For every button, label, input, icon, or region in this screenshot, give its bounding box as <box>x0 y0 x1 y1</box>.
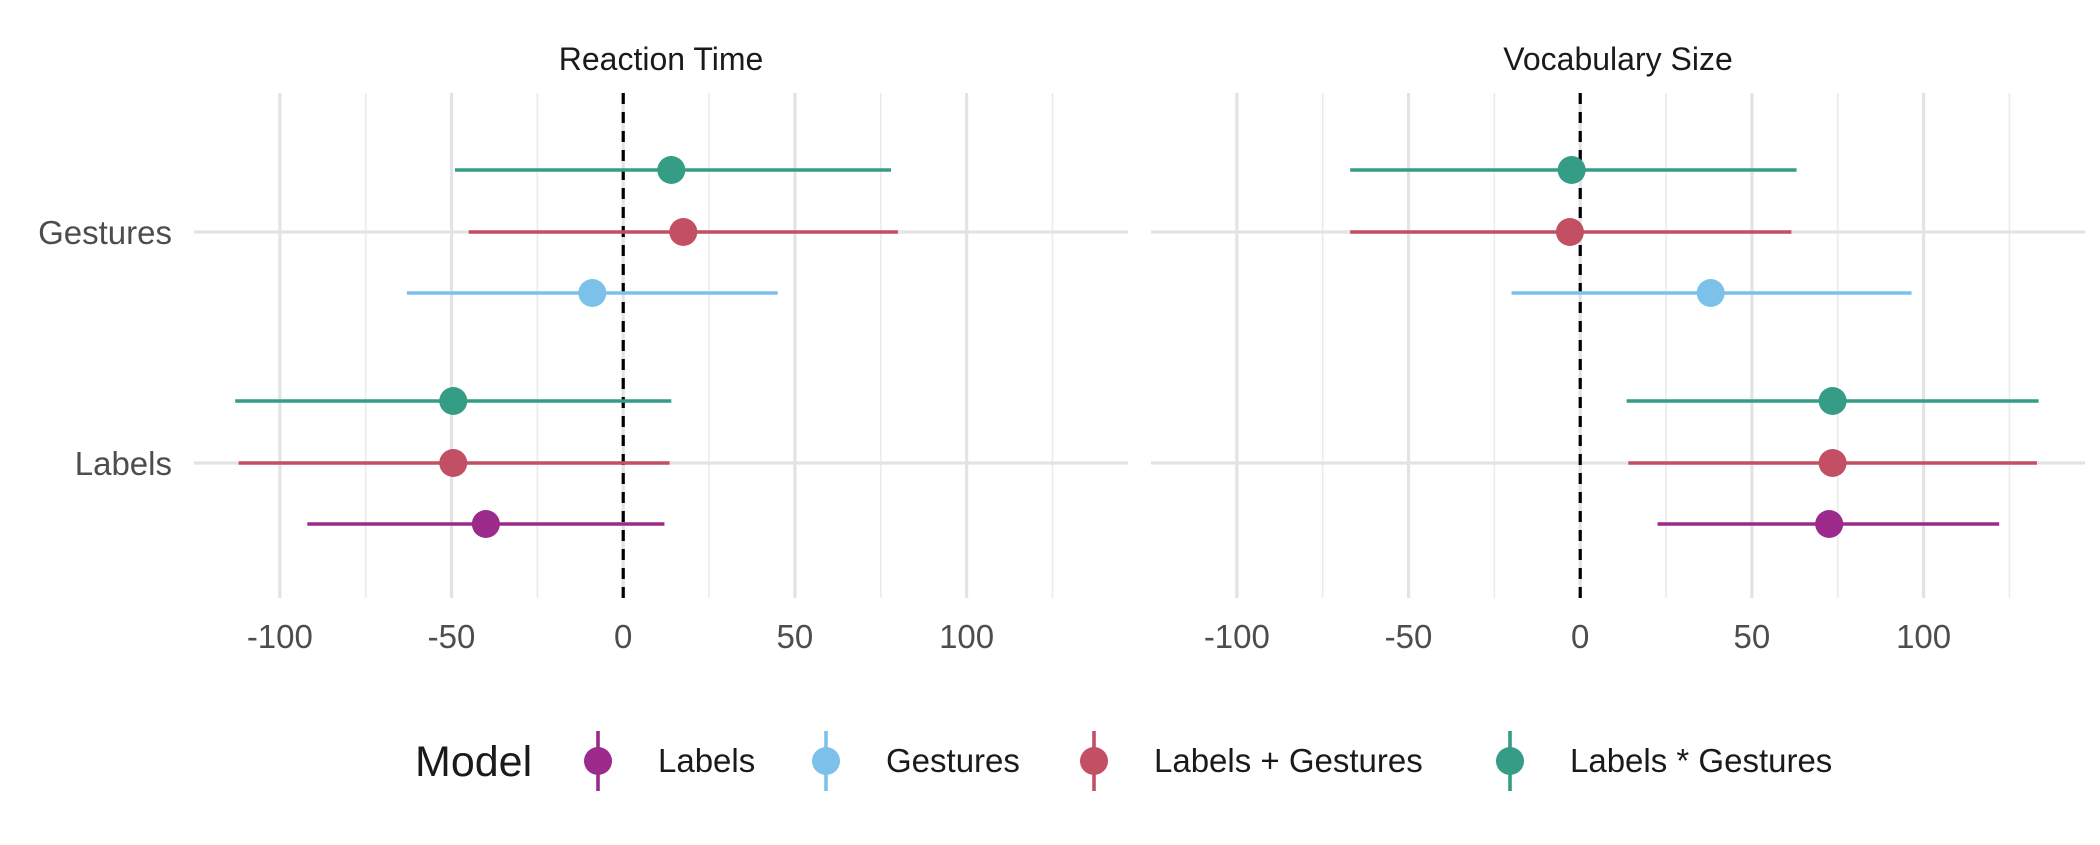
point-estimate <box>439 449 468 477</box>
legend-label: Labels * Gestures <box>1570 742 1832 779</box>
legend-key-point <box>584 747 612 775</box>
point-estimate <box>669 218 698 246</box>
point-estimate <box>1815 510 1844 538</box>
minor-gridlines <box>364 93 1054 598</box>
legend-label: Gestures <box>886 742 1020 779</box>
x-tick-label: 100 <box>1896 618 1951 655</box>
panel-title: Reaction Time <box>559 41 764 77</box>
legend-key-point <box>1496 747 1524 775</box>
x-tick-label: 0 <box>614 618 632 655</box>
estimate-gestures-labels-x-gestures <box>454 156 892 184</box>
point-estimate <box>1557 156 1586 184</box>
estimate-labels-labels-x-gestures <box>235 387 672 415</box>
legend-item-gestures: Gestures <box>812 731 1020 791</box>
estimate-labels-labels-plus-gestures <box>1628 449 2037 477</box>
point-estimate <box>471 510 500 538</box>
point-estimate <box>1696 279 1725 307</box>
x-tick-label: 50 <box>777 618 814 655</box>
x-tick-label: 0 <box>1571 618 1589 655</box>
estimate-gestures-labels-plus-gestures <box>468 218 898 246</box>
estimate-gestures-gestures <box>1511 279 1912 307</box>
legend-item-labels: Labels <box>584 731 755 791</box>
x-tick-label: -100 <box>1204 618 1270 655</box>
panel-reaction-time: -100 -50 0 50 100 Reaction Time <box>194 41 1128 655</box>
panel-vocabulary-size: -100 -50 0 50 100 Vocabulary Size <box>1151 41 2085 655</box>
x-axis-ticks: -100 -50 0 50 100 <box>247 618 994 655</box>
estimate-labels-labels-x-gestures <box>1626 387 2039 415</box>
x-tick-label: -100 <box>247 618 313 655</box>
point-estimate <box>657 156 686 184</box>
estimate-gestures-labels-x-gestures <box>1350 156 1797 184</box>
y-category-label: Labels <box>75 445 172 482</box>
estimate-labels-labels <box>307 510 665 538</box>
x-tick-label: -50 <box>1385 618 1433 655</box>
estimate-labels-labels-plus-gestures <box>238 449 670 477</box>
x-tick-label: 50 <box>1734 618 1771 655</box>
point-estimate <box>578 279 607 307</box>
point-estimate <box>1555 218 1584 246</box>
y-axis-categories: Gestures Labels <box>38 214 172 482</box>
legend-item-labels-plus-gestures: Labels + Gestures <box>1080 731 1423 791</box>
legend-label: Labels + Gestures <box>1154 742 1423 779</box>
x-tick-label: 100 <box>939 618 994 655</box>
estimate-gestures-gestures <box>406 279 778 307</box>
x-tick-label: -50 <box>428 618 476 655</box>
point-estimate <box>1818 387 1847 415</box>
point-estimate <box>439 387 468 415</box>
legend-key-point <box>812 747 840 775</box>
estimate-labels-labels <box>1657 510 2000 538</box>
major-gridlines <box>278 93 969 598</box>
point-estimate <box>1818 449 1847 477</box>
legend-key-point <box>1080 747 1108 775</box>
legend: Model Labels Gestures Labels + Gestures Labe… <box>415 731 1832 791</box>
x-axis-ticks: -100 -50 0 50 100 <box>1204 618 1951 655</box>
legend-item-labels-x-gestures: Labels * Gestures <box>1496 731 1832 791</box>
panel-title: Vocabulary Size <box>1503 41 1732 77</box>
y-category-label: Gestures <box>38 214 172 251</box>
estimate-gestures-labels-plus-gestures <box>1350 218 1792 246</box>
legend-title: Model <box>415 738 532 786</box>
legend-label: Labels <box>658 742 755 779</box>
panels-layer: -100 -50 0 50 100 Reaction Time -100 -50 0 50 100 V… <box>194 41 2085 655</box>
